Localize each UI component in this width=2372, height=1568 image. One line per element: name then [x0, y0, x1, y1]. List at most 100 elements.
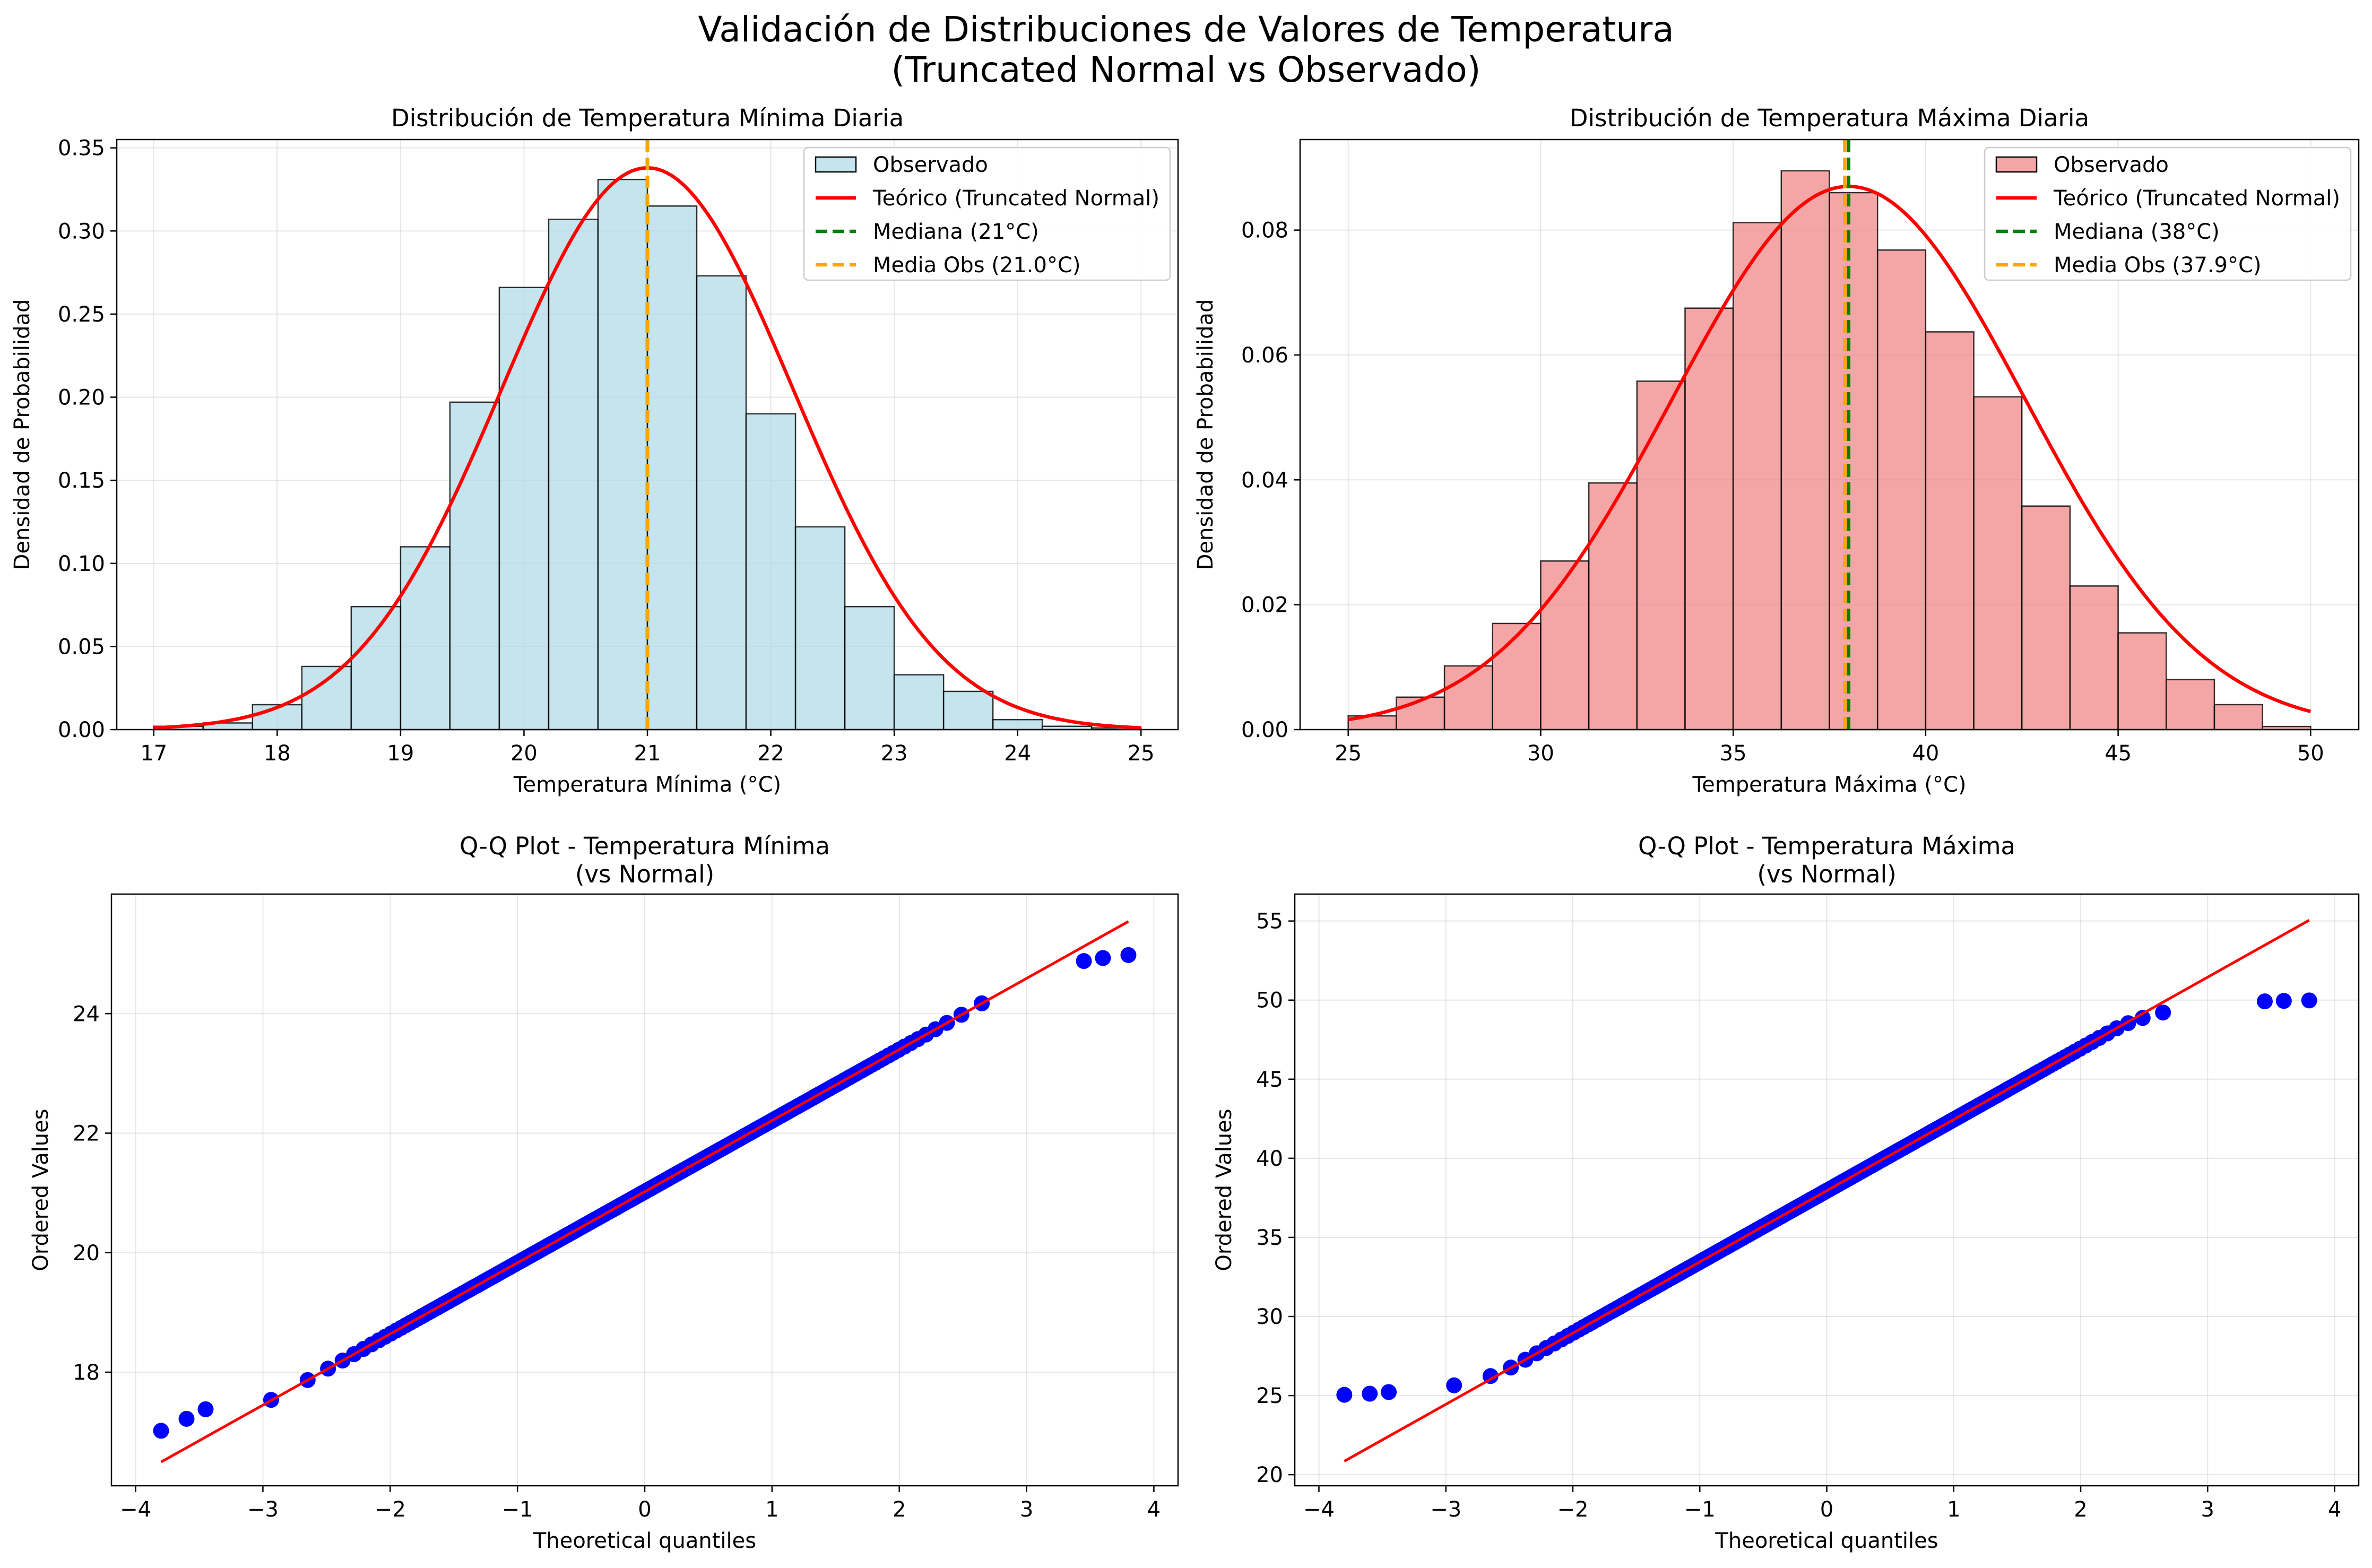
panel-title: Distribución de Temperatura Mínima Diari…: [391, 104, 904, 132]
panel-title: Q-Q Plot - Temperatura Mínima: [460, 832, 830, 860]
histogram-bar: [2069, 585, 2119, 731]
x-axis-label: Theoretical quantiles: [533, 1529, 756, 1553]
histogram-bar: [844, 605, 895, 731]
legend-swatch-observed: [1995, 156, 2038, 173]
x-tick-label: 40: [1912, 741, 1939, 766]
qq-plot-max-panel: −4 −3 −2 −1 0 1 2 3 4 20 25 30 35 40 45 50 55 Theoretical…: [1212, 832, 2360, 1553]
histogram-bar: [2021, 505, 2071, 731]
panel-subtitle: (vs Normal): [1757, 860, 1896, 888]
y-tick-label: 20: [1256, 1463, 1283, 1487]
x-axis-label: Temperatura Máxima (°C): [1692, 773, 1966, 797]
y-tick-label: 0.02: [1241, 593, 1288, 618]
qq-point: [2301, 992, 2317, 1009]
histogram-min-panel: 17 18 19 20 21 22 23 24 25 0.00 0.05 0.10 0.15 0.20 0.…: [10, 104, 1179, 797]
histogram-bar: [696, 275, 747, 731]
histogram-bar: [498, 287, 550, 731]
x-tick-label: 1: [1947, 1497, 1960, 1522]
legend: Observado Teórico (Truncated Normal) Media…: [803, 146, 1171, 281]
y-tick-label: 35: [1256, 1226, 1283, 1250]
histogram-bar: [449, 401, 500, 731]
legend-label: Media Obs (37.9°C): [2054, 253, 2261, 278]
legend-label: Mediana (38°C): [2054, 220, 2220, 244]
histogram-bar: [794, 526, 846, 731]
histogram-bar: [893, 674, 945, 731]
x-tick-label: 45: [2105, 741, 2132, 766]
y-tick-label: 55: [1256, 909, 1283, 934]
y-axis-label: Ordered Values: [29, 1108, 53, 1271]
y-tick-label: 0.00: [58, 718, 105, 742]
x-axis-label: Temperatura Mínima (°C): [513, 773, 781, 797]
histogram-max-panel: 25 30 35 40 45 50 0.00 0.02 0.04 0.06 0.08 Temperat…: [1193, 104, 2360, 797]
histogram-bar: [2117, 632, 2167, 731]
y-tick-label: 0.35: [58, 136, 105, 161]
y-axis-label: Densidad de Probabilidad: [1193, 299, 1218, 570]
axes-frame: [1299, 138, 2360, 731]
x-tick-label: 30: [1527, 741, 1554, 766]
qq-point: [1076, 953, 1092, 969]
y-tick-label: 0.04: [1241, 468, 1288, 492]
histogram-bar: [1973, 396, 2023, 731]
qq-point: [1336, 1387, 1353, 1403]
y-axis-label: Densidad de Probabilidad: [10, 299, 34, 570]
figure-title-line2: (Truncated Normal vs Observado): [891, 49, 1481, 90]
x-tick-label: 18: [264, 741, 291, 766]
x-tick-label: 25: [1335, 741, 1362, 766]
legend-label: Mediana (21°C): [873, 220, 1039, 244]
y-tick-label: 0.05: [58, 635, 105, 659]
y-tick-label: 0.10: [58, 552, 105, 576]
x-tick-label: 35: [1720, 741, 1747, 766]
legend-box: [803, 146, 1171, 281]
x-axis-label: Theoretical quantiles: [1715, 1529, 1938, 1553]
x-tick-label: −2: [1557, 1497, 1588, 1522]
x-tick-label: 50: [2297, 741, 2324, 766]
histogram-bar: [1636, 380, 1686, 731]
qq-plot-min-panel: −4 −3 −2 −1 0 1 2 3 4 18 20 22 24 Theoretical quantil…: [29, 832, 1179, 1553]
legend: Observado Teórico (Truncated Normal) Media…: [1984, 146, 2352, 281]
histogram-bar: [2166, 679, 2215, 731]
histogram-bar: [942, 690, 994, 731]
x-tick-label: 23: [881, 741, 908, 766]
y-tick-label: 18: [73, 1361, 100, 1385]
panel-title: Distribución de Temperatura Máxima Diari…: [1570, 104, 2089, 132]
y-tick-label: 50: [1256, 989, 1283, 1013]
histogram-bar: [400, 546, 451, 731]
qq-point: [1095, 950, 1111, 966]
y-tick-label: 0.25: [58, 302, 105, 327]
qq-fit-line: [1344, 919, 2310, 1462]
panel-subtitle: (vs Normal): [575, 860, 714, 888]
y-tick-label: 0.06: [1241, 343, 1288, 368]
legend-box: [1984, 146, 2352, 281]
y-tick-label: 45: [1256, 1068, 1283, 1092]
legend-label: Teórico (Truncated Normal): [872, 186, 1159, 211]
qq-point: [2275, 993, 2292, 1009]
histogram-bar: [350, 605, 402, 731]
x-tick-label: 0: [1820, 1497, 1833, 1522]
qq-point: [1446, 1377, 1462, 1393]
legend-label: Observado: [2054, 153, 2169, 177]
qq-point: [2256, 993, 2273, 1010]
qq-point: [1362, 1385, 1378, 1402]
x-tick-label: 3: [1020, 1497, 1033, 1522]
histogram-bar: [1540, 560, 1590, 731]
y-axis-label: Ordered Values: [1212, 1108, 1236, 1271]
y-tick-label: 0.08: [1241, 219, 1288, 243]
x-tick-label: 21: [634, 741, 661, 766]
x-tick-label: 2: [893, 1497, 906, 1522]
histogram-bar: [1876, 249, 1927, 731]
y-tick-label: 30: [1256, 1305, 1283, 1329]
legend-swatch-observed: [815, 156, 857, 173]
x-tick-label: 22: [757, 741, 784, 766]
x-tick-label: 20: [510, 741, 538, 766]
qq-point: [2155, 1004, 2171, 1021]
qq-fit-line: [160, 920, 1129, 1463]
legend-label: Media Obs (21.0°C): [873, 253, 1080, 278]
histogram-bar: [1588, 482, 1638, 731]
x-tick-label: 25: [1128, 741, 1155, 766]
x-tick-label: 17: [140, 741, 167, 766]
x-tick-label: −1: [1684, 1497, 1716, 1522]
histogram-bar: [1684, 307, 1734, 731]
x-tick-label: 19: [387, 741, 414, 766]
x-tick-label: 24: [1004, 741, 1031, 766]
histogram-bar: [1780, 170, 1830, 731]
